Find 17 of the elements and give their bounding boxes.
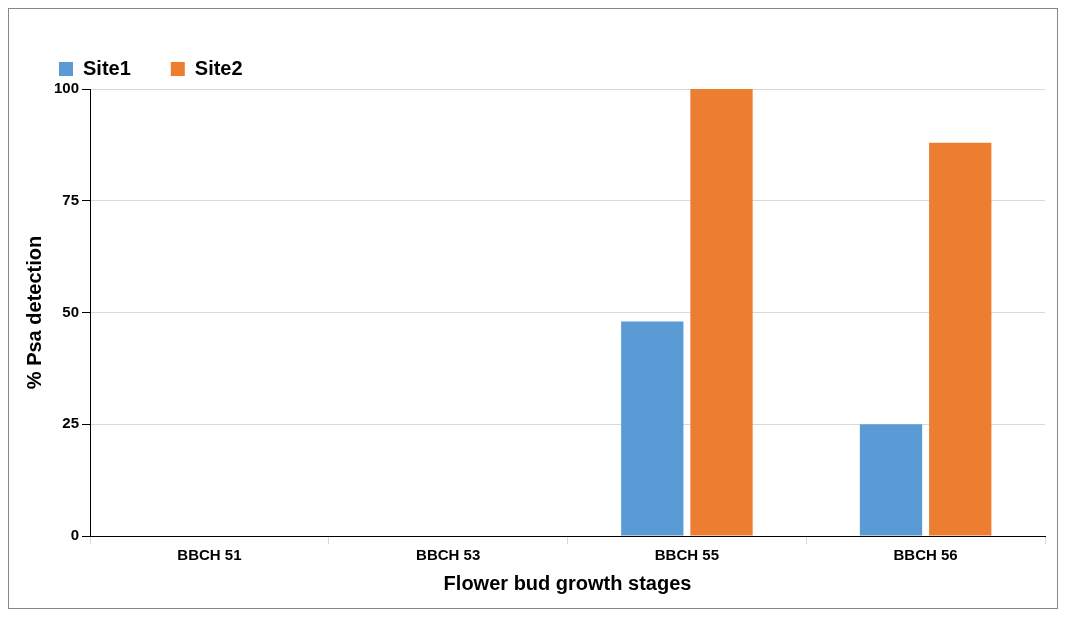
- x-tick-label: BBCH 56: [893, 546, 958, 564]
- x-axis-title: Flower bud growth stages: [443, 571, 692, 594]
- y-tick-label: 50: [62, 302, 80, 320]
- y-tick-label: 100: [54, 79, 80, 97]
- y-tick-label: 0: [70, 526, 80, 544]
- x-tick-label: BBCH 51: [177, 546, 242, 564]
- legend-label: Site1: [83, 56, 131, 79]
- bar: [859, 424, 923, 536]
- bar: [929, 142, 992, 536]
- legend-label: Site2: [194, 56, 243, 79]
- bar: [621, 321, 684, 536]
- y-tick-label: 25: [62, 414, 80, 432]
- x-tick-label: BBCH 55: [654, 546, 719, 564]
- y-axis-title: % Psa detection: [22, 235, 45, 390]
- y-tick-label: 75: [62, 190, 80, 208]
- x-tick-label: BBCH 53: [416, 546, 481, 564]
- bar: [690, 89, 753, 536]
